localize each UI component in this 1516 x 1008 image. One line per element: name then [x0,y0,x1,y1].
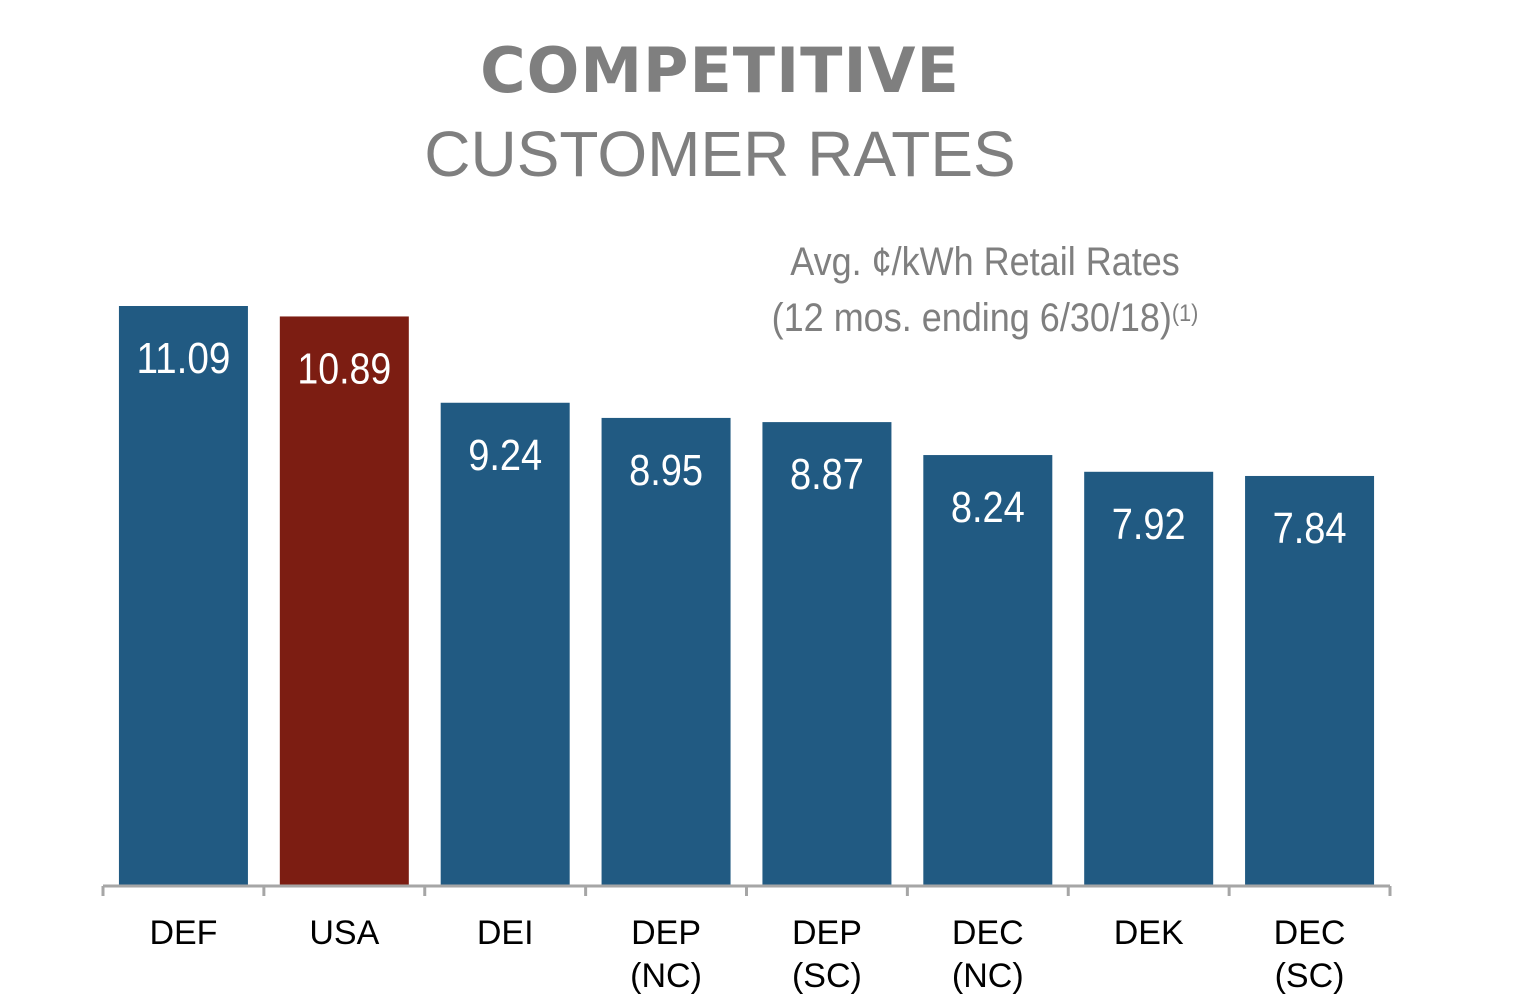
data-label: 8.87 [790,450,864,499]
data-label: 8.95 [629,446,703,495]
category-tick-label: (NC) [630,957,702,995]
data-label: 11.09 [136,334,230,383]
category-tick-label: (NC) [952,957,1024,995]
category-tick-label: USA [309,914,379,952]
bar-def [118,306,248,886]
footnote-marker: (1) [1171,300,1199,327]
category-tick-label: DEP [792,914,862,952]
data-label: 7.92 [1112,500,1186,549]
chart-title: Avg. ¢/kWh Retail Rates [790,240,1180,284]
bar-dep-nc [601,417,731,886]
bar-dec-nc [923,455,1053,886]
bar-dec-sc [1245,475,1375,886]
category-tick-label: (SC) [1275,957,1345,995]
category-labels: DEF USA DEI DEP (NC) DEP (SC) DEC (NC) DEK DEC (SC) [149,914,1345,995]
chart-period: (12 mos. ending 6/30/18) [771,296,1172,340]
category-tick-label: DEF [149,914,217,952]
page-title: COMPETITIVE [480,34,960,107]
category-tick-label: DEK [1114,914,1184,952]
bar-dek [1084,471,1214,886]
bar-dep-sc [762,422,892,886]
chart-title-block: Avg. ¢/kWh Retail Rates (12 mos. ending … [729,234,1242,346]
bar-usa [279,316,409,887]
chart-subtitle-line: (12 mos. ending 6/30/18)(1) [729,290,1242,346]
category-tick-label: (SC) [792,957,862,995]
category-tick-label: DEC [952,914,1024,952]
bars-group: 11.09 10.89 9.24 8.95 8.87 8.24 7.92 7.84 [118,306,1375,887]
category-tick-label: DEI [477,914,534,952]
category-tick-label: DEC [1274,914,1346,952]
x-axis [101,884,1392,896]
page-subtitle: CUSTOMER RATES [424,118,1016,190]
bar-dei [440,402,570,886]
category-tick-label: DEP [631,914,701,952]
data-label: 9.24 [468,431,542,480]
data-label: 8.24 [951,483,1025,532]
data-label: 7.84 [1273,504,1347,553]
data-label: 10.89 [297,344,391,393]
